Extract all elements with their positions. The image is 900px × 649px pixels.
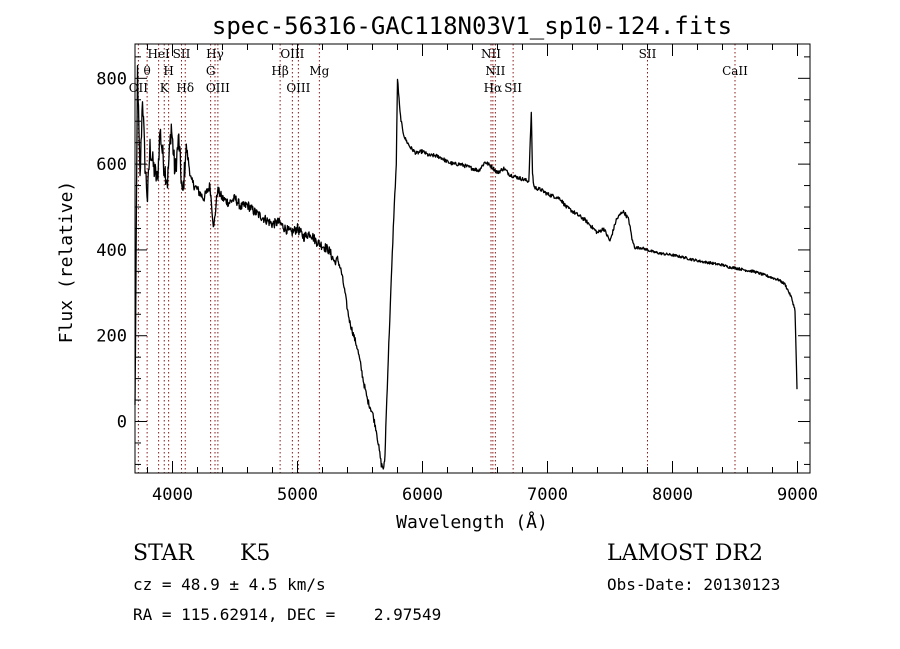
y-axis-label: Flux (relative) [56, 181, 77, 344]
line-marker-label: Hδ [176, 81, 194, 95]
line-marker-label: NII [481, 47, 501, 61]
x-tick-label: 4000 [152, 485, 193, 505]
line-marker-label: HeI [147, 47, 170, 61]
x-tick-label: 9000 [777, 485, 818, 505]
y-tick-label: 800 [96, 69, 127, 89]
y-axis-ticks: 0 200 400 600 800 [96, 56, 810, 465]
spectral-line-markers [137, 44, 736, 473]
y-tick-label: 600 [96, 155, 127, 175]
line-marker-label: CaII [722, 64, 748, 78]
y-tick-label: 400 [96, 241, 127, 261]
x-axis-ticks: 4000 5000 6000 7000 8000 9000 [147, 44, 818, 505]
line-marker-label: SII [504, 81, 522, 95]
spectral-line-labels: OIIθHeIKHSIIHδHγGOIIIOIIIHβOIIIMgNIINIIH… [129, 47, 748, 95]
line-marker-label: K [160, 81, 170, 95]
chart-title: spec-56316-GAC118N03V1_sp10-124.fits [212, 12, 732, 40]
plot-frame [134, 43, 811, 474]
y-tick-label: 0 [117, 413, 127, 433]
survey-name: LAMOST DR2 [607, 541, 763, 566]
line-marker-label: OIII [286, 81, 310, 95]
object-class: STAR [133, 541, 195, 566]
line-marker-label: θ [144, 64, 151, 78]
x-tick-label: 6000 [402, 485, 443, 505]
y-tick-label: 200 [96, 327, 127, 347]
line-marker-label: OIII [280, 47, 304, 61]
line-marker-label: OII [129, 81, 149, 95]
observation-date: Obs-Date: 20130123 [607, 575, 780, 594]
line-marker-label: Hγ [206, 47, 224, 61]
redshift-value: cz = 48.9 ± 4.5 km/s [133, 575, 326, 594]
line-marker-label: SII [639, 47, 657, 61]
x-axis-label: Wavelength (Å) [396, 511, 548, 533]
line-marker-label: G [206, 64, 216, 78]
spectrum-line [134, 65, 798, 470]
x-tick-label: 8000 [652, 485, 693, 505]
line-marker-label: NII [485, 64, 505, 78]
line-marker-label: H [163, 64, 173, 78]
x-tick-label: 7000 [527, 485, 568, 505]
line-marker-label: Hα [484, 81, 503, 95]
line-marker-label: OIII [206, 81, 230, 95]
object-subclass: K5 [240, 541, 270, 566]
coordinates: RA = 115.62914, DEC = 2.97549 [133, 605, 441, 624]
line-marker-label: SII [173, 47, 191, 61]
x-tick-label: 5000 [277, 485, 318, 505]
line-marker-label: Mg [309, 64, 329, 78]
line-marker-label: Hβ [271, 64, 288, 78]
